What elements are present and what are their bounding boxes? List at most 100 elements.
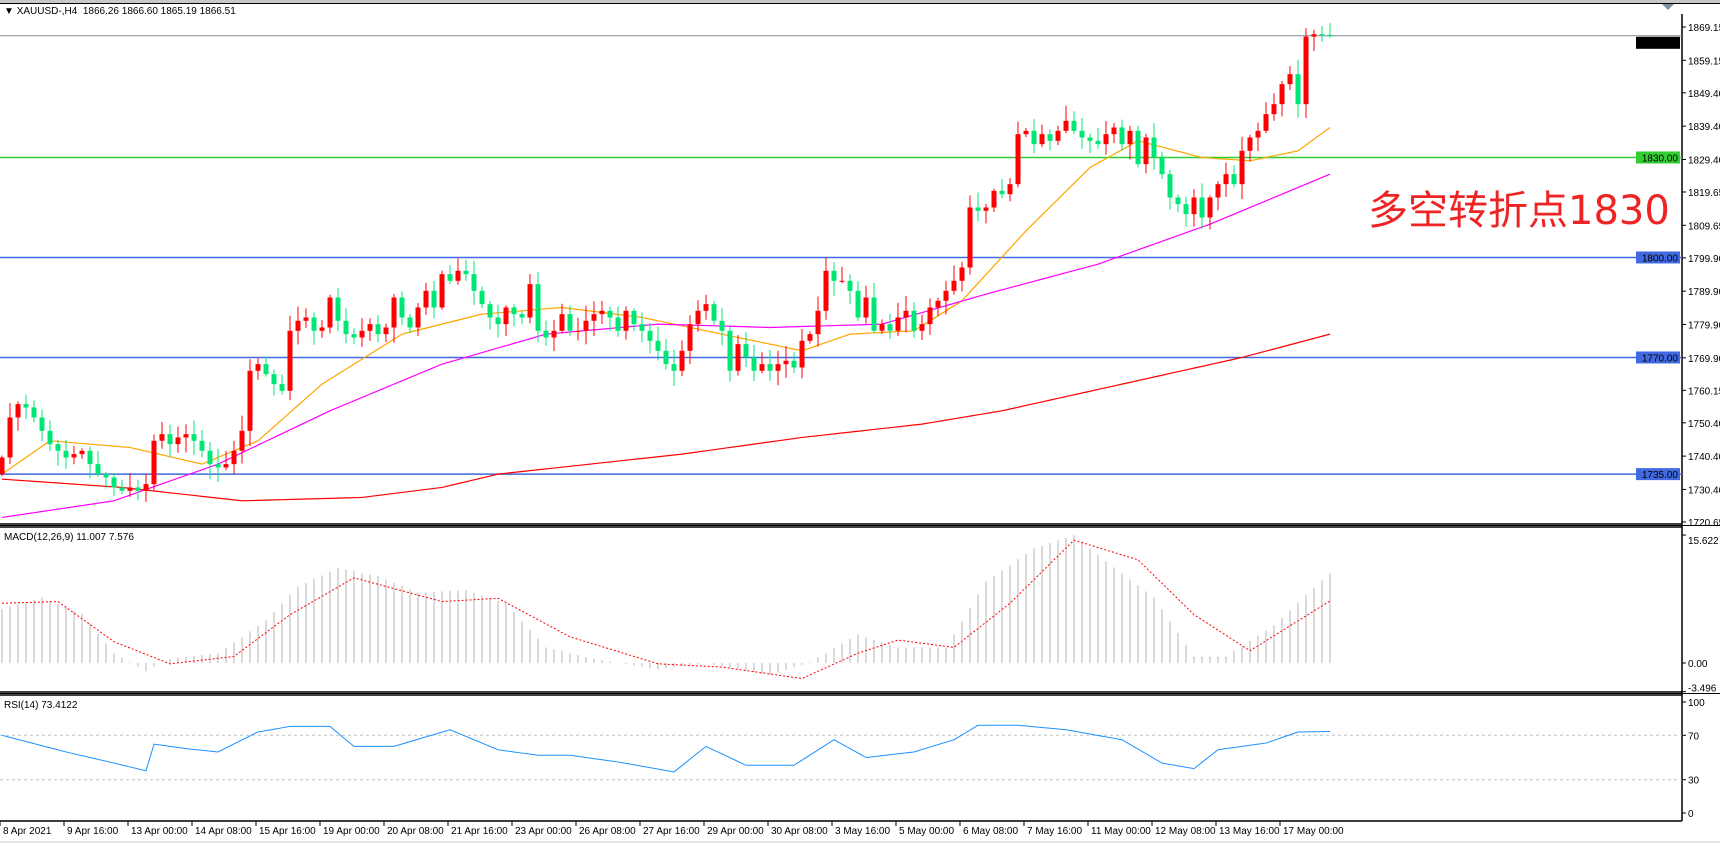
chart-shift-triangle-icon [1662, 4, 1674, 10]
candle-body [815, 310, 821, 335]
candle-body [927, 307, 933, 325]
candle-body [967, 207, 973, 268]
candle-body [727, 330, 733, 371]
candle-body [95, 464, 101, 475]
candle-body [31, 407, 37, 418]
triangle-down-icon[interactable]: ▼ [4, 6, 14, 17]
candle-body [143, 484, 149, 491]
candle-body [287, 330, 293, 391]
rsi-tick-label: 70 [1688, 731, 1700, 742]
candle-body [671, 364, 677, 371]
candle-body [1303, 36, 1309, 105]
candle-body [919, 324, 925, 331]
level-label: 1830.00 [1642, 153, 1679, 164]
time-tick-label: 13 Apr 00:00 [131, 826, 188, 837]
rsi-tick-label: 30 [1688, 776, 1700, 787]
candle-body [1063, 120, 1069, 131]
time-tick-label: 21 Apr 16:00 [451, 826, 508, 837]
candle-body [935, 300, 941, 308]
candle-body [111, 477, 117, 488]
level-label-bg [1636, 251, 1680, 264]
candle-body [1207, 197, 1213, 218]
candle-body [367, 324, 373, 331]
candle-body [887, 324, 893, 331]
candle-body [1095, 140, 1101, 145]
candle-body [415, 307, 421, 328]
moving-average-line-2 [1, 333, 1331, 502]
candle-body [503, 307, 509, 325]
price-tick-label: 1730.40 [1688, 485, 1720, 496]
candle-body [1031, 130, 1037, 145]
candle-body [1023, 130, 1029, 135]
candle-body [759, 364, 765, 371]
rsi-label: RSI(14) 73.4122 [4, 700, 78, 711]
candle-body [623, 310, 629, 331]
candle-body [455, 270, 461, 281]
candle-body [639, 324, 645, 331]
candle-body [7, 417, 13, 458]
candle-body [1215, 184, 1221, 198]
time-tick-label: 17 May 00:00 [1283, 826, 1344, 837]
candle-body [1223, 174, 1229, 185]
candle-body [71, 454, 77, 458]
candle-body [471, 274, 477, 291]
candle-body [1159, 157, 1165, 175]
candle-body [991, 190, 997, 208]
price-tick-label: 1740.40 [1688, 452, 1720, 463]
candle-body [567, 314, 573, 331]
candle-body [127, 487, 133, 491]
candle-body [1199, 197, 1205, 218]
candle-body [607, 310, 613, 318]
candle-body [1287, 74, 1293, 85]
candle-body [559, 314, 565, 331]
price-tick-label: 1839.40 [1688, 122, 1720, 133]
macd-tick-label: 15.622 [1688, 536, 1719, 547]
candle-body [311, 317, 317, 331]
candle-body [551, 330, 557, 338]
candle-body [879, 324, 885, 331]
candle-body [487, 304, 493, 318]
candle-body [375, 324, 381, 335]
symbol-label: XAUUSD-,H4 [16, 6, 78, 17]
candle-body [903, 310, 909, 318]
price-tick-label: 1750.40 [1688, 419, 1720, 430]
candle-body [1279, 84, 1285, 105]
candle-body [703, 304, 709, 311]
candle-body [655, 340, 661, 351]
moving-average-line-0 [1, 127, 1331, 475]
candle-body [183, 434, 189, 438]
candle-body [943, 290, 949, 301]
candle-body [743, 344, 749, 358]
candle-body [1327, 34, 1333, 36]
current-price-label: 1866.51 [1642, 39, 1679, 50]
time-tick-label: 29 Apr 00:00 [707, 826, 764, 837]
candle-body [983, 207, 989, 211]
candle-body [39, 417, 45, 431]
candle-body [863, 297, 869, 318]
candle-body [1039, 134, 1045, 145]
candle-body [543, 330, 549, 338]
candle-body [199, 440, 205, 451]
candle-body [791, 360, 797, 368]
candle-body [951, 280, 957, 291]
candle-body [1079, 130, 1085, 138]
candle-body [439, 274, 445, 308]
candle-body [1055, 130, 1061, 141]
level-label: 1800.00 [1642, 253, 1679, 264]
price-tick-label: 1789.90 [1688, 287, 1720, 298]
candle-body [511, 307, 517, 315]
candle-body [823, 270, 829, 311]
candle-body [1311, 34, 1317, 37]
candle-body [359, 330, 365, 338]
time-tick-label: 5 May 00:00 [899, 826, 954, 837]
candle-body [1231, 174, 1237, 185]
time-tick-label: 13 May 16:00 [1219, 826, 1280, 837]
price-tick-label: 1769.90 [1688, 354, 1720, 365]
macd-label: MACD(12,26,9) 11.007 7.576 [4, 532, 134, 543]
time-tick-label: 9 Apr 16:00 [67, 826, 119, 837]
candle-body [911, 310, 917, 331]
candle-body [167, 434, 173, 445]
candle-body [1247, 137, 1253, 151]
candle-body [775, 364, 781, 371]
